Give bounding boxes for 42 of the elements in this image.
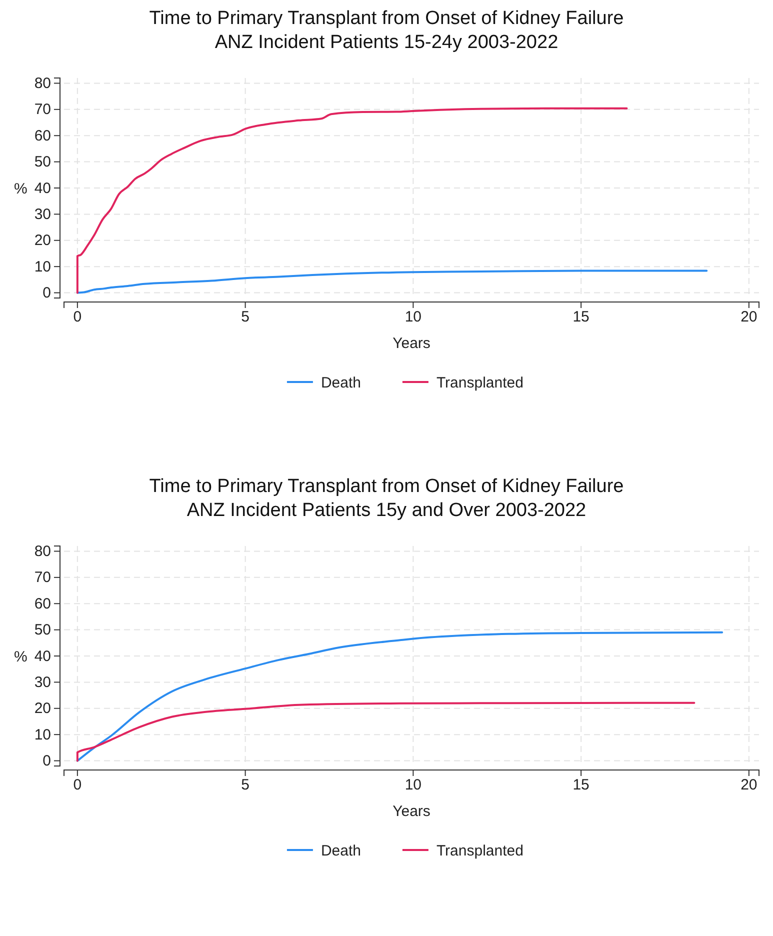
y-tick-label: 60	[34, 595, 51, 612]
y-tick-label: 60	[34, 127, 51, 144]
chart-title: Time to Primary Transplant from Onset of Kidney Failure ANZ Incident Patients 15y and Over 2003-2022	[149, 476, 624, 521]
y-tick-label: 80	[34, 543, 51, 560]
chart-title: Time to Primary Transplant from Onset of Kidney Failure ANZ Incident Patients 15-24y 2003-2022	[149, 8, 624, 53]
legend-label: Death	[320, 842, 361, 860]
y-tick-label: 50	[34, 154, 51, 171]
x-tick-label: 20	[740, 776, 758, 794]
line-series	[76, 702, 696, 762]
y-tick-label: 40	[34, 180, 51, 197]
y-tick-label: 0	[42, 752, 51, 770]
x-tick-label: 10	[404, 776, 422, 794]
x-tick-label: 5	[241, 776, 250, 794]
y-tick-label: 10	[34, 258, 51, 276]
x-tick-label: 15	[572, 308, 590, 326]
y-tick-label: 10	[34, 726, 51, 744]
x-tick-label: 20	[740, 308, 758, 326]
y-tick-label: 70	[34, 101, 51, 118]
line-series	[76, 631, 724, 762]
y-tick-label: 40	[34, 648, 51, 665]
y-tick-label: 0	[42, 284, 51, 302]
legend-label: Transplanted	[436, 842, 524, 860]
y-axis-title: %	[14, 180, 28, 198]
y-tick-label: 20	[34, 700, 51, 718]
y-tick-label: 30	[34, 206, 51, 223]
y-tick-label: 20	[34, 232, 51, 250]
x-tick-label: 0	[73, 776, 82, 794]
y-axis-title: %	[14, 648, 28, 666]
x-tick-label: 10	[404, 308, 422, 326]
x-tick-label: 15	[572, 776, 590, 794]
x-tick-label: 5	[241, 308, 250, 326]
x-tick-label: 0	[73, 308, 82, 326]
x-axis-title: Years	[392, 803, 430, 820]
y-tick-label: 70	[34, 569, 51, 586]
y-tick-label: 80	[34, 75, 51, 92]
line-series	[76, 107, 628, 294]
line-series	[76, 270, 708, 294]
legend-label: Death	[320, 374, 361, 392]
y-tick-label: 50	[34, 622, 51, 639]
y-tick-label: 30	[34, 674, 51, 691]
x-axis-title: Years	[392, 335, 430, 352]
legend-label: Transplanted	[436, 374, 524, 392]
